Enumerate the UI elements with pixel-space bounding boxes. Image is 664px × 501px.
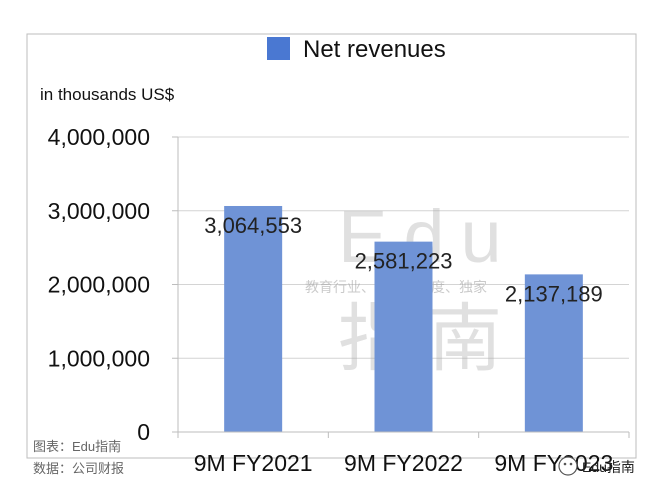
chart-credit: 图表：Edu指南 (33, 439, 121, 454)
y-tick-label: 0 (137, 419, 150, 445)
legend: Net revenues (267, 36, 446, 63)
wechat-icon-eye-right (569, 462, 573, 466)
data-label: 2,137,189 (505, 281, 603, 306)
unit-label: in thousands US$ (40, 85, 175, 104)
y-axis-tick-labels: 0 1,000,000 2,000,000 3,000,000 4,000,000 (48, 124, 150, 445)
data-label: 2,581,223 (355, 249, 453, 274)
legend-label: Net revenues (303, 36, 446, 63)
bar (524, 274, 583, 432)
chart-frame (26, 33, 637, 459)
legend-swatch (267, 37, 290, 60)
data-labels: 3,064,553 2,581,223 2,137,189 (204, 213, 603, 306)
bar (224, 205, 283, 432)
y-tick-label: 1,000,000 (48, 345, 150, 371)
category-label: 9M FY2022 (344, 450, 463, 476)
x-axis-tick-labels: 9M FY2021 9M FY2022 9M FY2023 (194, 450, 614, 476)
category-label: 9M FY2021 (194, 450, 313, 476)
wechat-icon (558, 456, 578, 476)
data-label: 3,064,553 (204, 213, 302, 238)
y-tick-label: 3,000,000 (48, 198, 150, 224)
bars (224, 205, 583, 432)
data-source: 数据：公司财报 (33, 461, 124, 476)
wechat-icon-eye-left (563, 462, 567, 466)
category-label: 9M FY2023 (494, 450, 613, 476)
x-axis-ticks (177, 432, 630, 438)
y-tick-label: 4,000,000 (48, 124, 150, 150)
y-tick-label: 2,000,000 (48, 272, 150, 298)
brand-badge: Edu指南 (558, 456, 635, 476)
bar (374, 241, 433, 432)
brand-name: Edu指南 (582, 459, 635, 475)
